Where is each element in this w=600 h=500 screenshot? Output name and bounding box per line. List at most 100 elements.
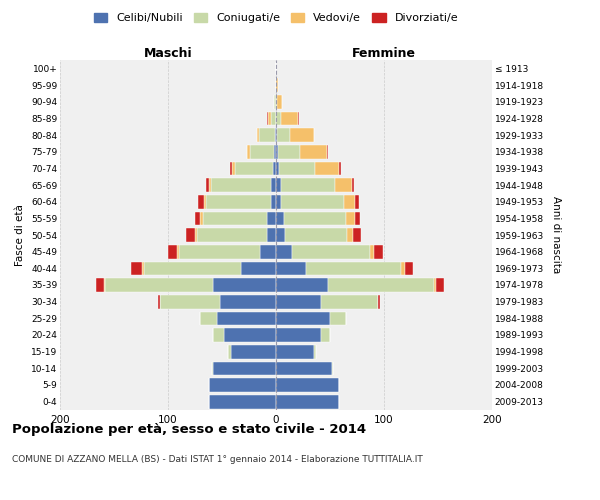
Bar [436, 278, 445, 292]
Bar [276, 145, 278, 158]
Bar [276, 262, 306, 275]
Bar [203, 195, 206, 208]
Bar [211, 178, 271, 192]
Bar [268, 112, 271, 125]
Bar [279, 162, 315, 175]
Bar [276, 212, 284, 225]
Bar [217, 312, 276, 325]
Bar [377, 295, 380, 308]
Bar [197, 228, 268, 242]
Bar [355, 212, 360, 225]
Bar [281, 178, 335, 192]
Bar [131, 262, 142, 275]
Bar [274, 95, 276, 108]
Bar [229, 345, 230, 358]
Bar [347, 228, 353, 242]
Bar [328, 278, 434, 292]
Bar [268, 228, 276, 242]
Bar [315, 162, 338, 175]
Bar [176, 245, 179, 258]
Bar [276, 378, 338, 392]
Bar [142, 262, 144, 275]
Bar [404, 262, 413, 275]
Bar [95, 278, 104, 292]
Bar [274, 145, 276, 158]
Bar [300, 145, 327, 158]
Bar [160, 295, 220, 308]
Bar [277, 95, 283, 108]
Bar [434, 278, 436, 292]
Bar [344, 195, 355, 208]
Bar [276, 162, 279, 175]
Bar [106, 278, 214, 292]
Bar [187, 228, 195, 242]
Bar [179, 245, 260, 258]
Bar [276, 112, 281, 125]
Bar [230, 345, 276, 358]
Bar [370, 245, 374, 258]
Bar [232, 162, 235, 175]
Bar [322, 328, 330, 342]
Bar [276, 395, 338, 408]
Bar [214, 328, 224, 342]
Bar [276, 295, 322, 308]
Y-axis label: Fasce di età: Fasce di età [16, 204, 25, 266]
Bar [268, 212, 276, 225]
Bar [276, 328, 322, 342]
Bar [206, 195, 271, 208]
Bar [322, 295, 377, 308]
Bar [346, 212, 355, 225]
Bar [276, 312, 330, 325]
Bar [276, 95, 277, 108]
Bar [198, 195, 203, 208]
Bar [212, 362, 214, 375]
Bar [284, 228, 347, 242]
Bar [332, 362, 333, 375]
Bar [260, 245, 276, 258]
Bar [276, 278, 328, 292]
Bar [241, 262, 276, 275]
Bar [271, 178, 276, 192]
Bar [209, 378, 276, 392]
Bar [259, 128, 275, 142]
Bar [330, 312, 346, 325]
Legend: Celibi/Nubili, Coniugati/e, Vedovi/e, Divorziati/e: Celibi/Nubili, Coniugati/e, Vedovi/e, Di… [89, 8, 463, 28]
Text: Femmine: Femmine [352, 47, 416, 60]
Bar [257, 128, 259, 142]
Bar [104, 278, 106, 292]
Bar [230, 162, 232, 175]
Bar [276, 78, 278, 92]
Bar [214, 278, 276, 292]
Bar [306, 262, 401, 275]
Text: COMUNE DI AZZANO MELLA (BS) - Dati ISTAT 1° gennaio 2014 - Elaborazione TUTTITAL: COMUNE DI AZZANO MELLA (BS) - Dati ISTAT… [12, 455, 423, 464]
Bar [276, 245, 292, 258]
Bar [224, 328, 276, 342]
Bar [206, 178, 209, 192]
Bar [284, 212, 346, 225]
Bar [275, 128, 276, 142]
Bar [235, 162, 273, 175]
Bar [276, 128, 277, 142]
Bar [401, 262, 404, 275]
Bar [277, 128, 290, 142]
Bar [158, 295, 160, 308]
Text: Maschi: Maschi [143, 47, 193, 60]
Bar [195, 228, 197, 242]
Bar [335, 178, 352, 192]
Text: Popolazione per età, sesso e stato civile - 2014: Popolazione per età, sesso e stato civil… [12, 422, 366, 436]
Bar [200, 312, 217, 325]
Bar [144, 262, 241, 275]
Bar [338, 162, 341, 175]
Bar [353, 228, 361, 242]
Bar [271, 195, 276, 208]
Bar [352, 178, 354, 192]
Bar [276, 228, 284, 242]
Bar [374, 245, 383, 258]
Bar [276, 345, 314, 358]
Bar [209, 395, 276, 408]
Bar [327, 145, 328, 158]
Bar [278, 145, 300, 158]
Bar [168, 245, 176, 258]
Bar [203, 212, 268, 225]
Y-axis label: Anni di nascita: Anni di nascita [551, 196, 560, 274]
